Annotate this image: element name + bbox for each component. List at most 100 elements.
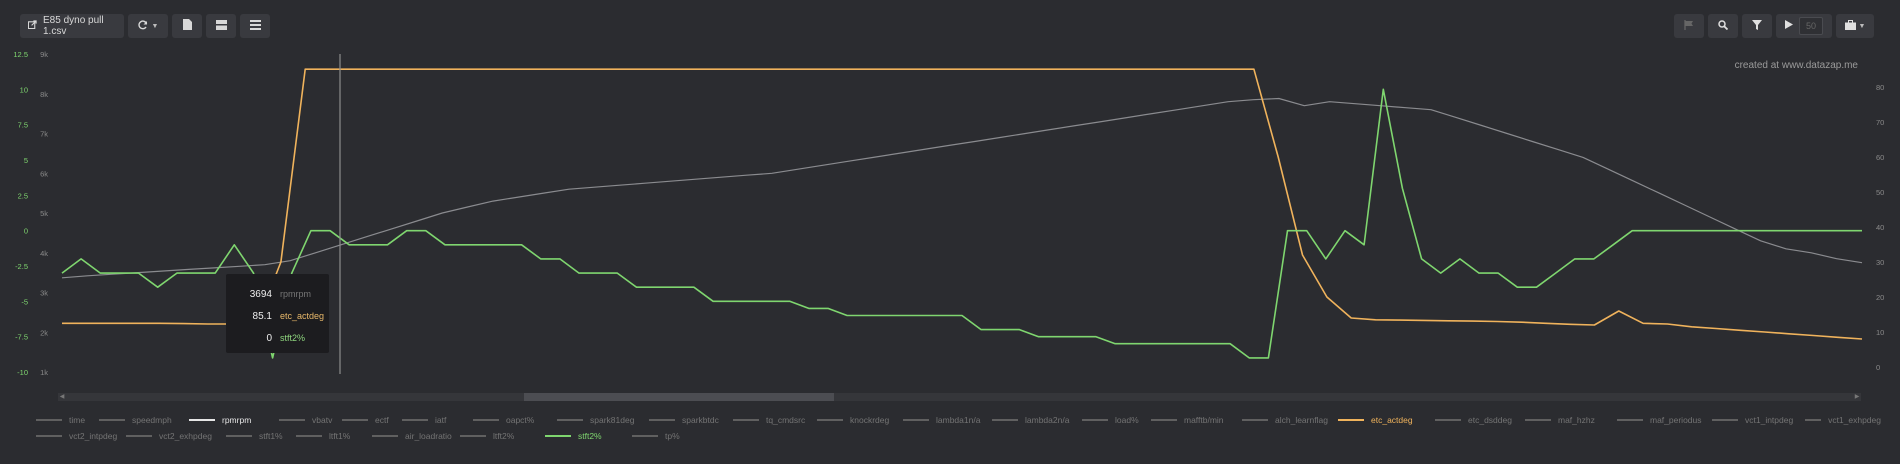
legend-item[interactable]: spark81deg — [557, 415, 649, 425]
stft-axis-tick: -10 — [17, 368, 28, 377]
legend-item[interactable]: maf_hzhz — [1525, 415, 1617, 425]
legend-swatch — [473, 419, 499, 421]
legend-item[interactable]: sparkbtdc — [649, 415, 733, 425]
scroll-right-icon[interactable]: ▶ — [1854, 394, 1860, 400]
legend-item[interactable]: tq_cmdsrc — [733, 415, 817, 425]
stft-axis-tick: 12.5 — [13, 50, 28, 59]
file-select-button[interactable]: E85 dyno pull 1.csv — [20, 14, 124, 38]
toolbar-right: 50 ▼ — [1674, 14, 1874, 38]
legend-swatch — [1242, 419, 1268, 421]
legend-swatch — [1617, 419, 1643, 421]
legend-item[interactable]: oapct% — [473, 415, 557, 425]
refresh-icon — [137, 19, 148, 33]
playback-control[interactable]: 50 — [1776, 14, 1832, 38]
tooltip-row-rpm: 3694 rpmrpm — [226, 283, 329, 305]
legend-label: time — [69, 415, 86, 425]
stft-axis-tick: 7.5 — [18, 121, 28, 130]
legend-item[interactable]: etc_dsddeg — [1435, 415, 1525, 425]
toolbar-left: E85 dyno pull 1.csv ▼ — [20, 14, 270, 38]
legend-row: vct2_intpdeg vct2_exhpdeg stft1% ltft1% air_… — [36, 428, 1866, 444]
legend-item[interactable]: maf_periodus — [1617, 415, 1712, 425]
scroll-left-icon[interactable]: ◀ — [59, 394, 65, 400]
legend-item[interactable]: mafftb/min — [1151, 415, 1242, 425]
new-file-button[interactable] — [172, 14, 202, 38]
legend-item[interactable]: air_loadratio — [372, 431, 460, 441]
legend-item[interactable]: vct2_exhpdeg — [126, 431, 226, 441]
series-lines — [61, 68, 1863, 359]
briefcase-icon — [1844, 19, 1856, 33]
legend-item[interactable]: lambda1n/a — [903, 415, 992, 425]
legend-item[interactable]: time — [36, 415, 99, 425]
refresh-dropdown-button[interactable]: ▼ — [128, 14, 168, 38]
legend-item[interactable]: iatf — [402, 415, 473, 425]
legend-swatch — [733, 419, 759, 421]
legend-item[interactable]: stft2% — [545, 431, 632, 441]
legend-label: tq_cmdsrc — [766, 415, 806, 425]
rpm-axis-tick: 9k — [40, 50, 48, 59]
playback-count-input[interactable]: 50 — [1799, 17, 1823, 35]
legend-item[interactable]: speedmph — [99, 415, 189, 425]
chevron-down-icon: ▼ — [1858, 22, 1866, 30]
stft-axis-tick: -7.5 — [15, 333, 28, 342]
legend-label: vct2_exhpdeg — [159, 431, 212, 441]
flag-button[interactable] — [1674, 14, 1704, 38]
legend-item[interactable]: ectf — [342, 415, 402, 425]
play-icon[interactable] — [1785, 20, 1793, 32]
legend-item[interactable]: knockrdeg — [817, 415, 903, 425]
legend-item[interactable]: alch_learnflag — [1242, 415, 1338, 425]
legend-label: maf_hzhz — [1558, 415, 1595, 425]
legend-swatch — [1525, 419, 1551, 421]
legend-label: sparkbtdc — [682, 415, 719, 425]
tooltip-name: rpmrpm — [280, 289, 311, 299]
legend-item[interactable]: load% — [1082, 415, 1151, 425]
horizontal-scrollbar[interactable]: ◀ ▶ — [58, 393, 1861, 401]
external-link-icon — [27, 20, 37, 32]
legend-swatch — [1082, 419, 1108, 421]
legend-item[interactable]: etc_actdeg — [1338, 415, 1435, 425]
list-button[interactable] — [240, 14, 270, 38]
legend-item[interactable]: vbatv — [279, 415, 342, 425]
legend-item[interactable]: vct1_exhpdeg — [1805, 415, 1881, 425]
legend-item[interactable]: lambda2n/a — [992, 415, 1082, 425]
legend-item[interactable]: tp% — [632, 431, 692, 441]
rpm-axis-tick: 6k — [40, 169, 48, 178]
tooltip-name: etc_actdeg — [280, 311, 325, 321]
legend-swatch — [126, 435, 152, 437]
legend-row: time speedmph rpmrpm vbatv ectf iatf oapct% spa… — [36, 412, 1881, 428]
legend-label: iatf — [435, 415, 447, 425]
scrollbar-thumb[interactable] — [524, 393, 834, 401]
legend-label: vct2_intpdeg — [69, 431, 118, 441]
legend-item[interactable]: ltft1% — [296, 431, 372, 441]
chart-area[interactable]: 12.5 10 7.5 5 2.5 0 -2.5 -5 -7.5 -10 9k 8k 7k 6k 5k 4k… — [0, 42, 1900, 390]
etc-axis-tick: 0 — [1876, 363, 1880, 372]
tooltip-row-etc: 85.1 etc_actdeg — [226, 305, 329, 327]
export-dropdown-button[interactable]: ▼ — [1836, 14, 1874, 38]
filter-button[interactable] — [1742, 14, 1772, 38]
file-icon — [182, 19, 192, 33]
legend-swatch — [279, 419, 305, 421]
legend-item[interactable]: vct2_intpdeg — [36, 431, 126, 441]
etc-axis-tick: 10 — [1876, 328, 1884, 337]
left-axis-stft: 12.5 10 7.5 5 2.5 0 -2.5 -5 -7.5 -10 — [13, 50, 28, 377]
file-name-label: E85 dyno pull 1.csv — [43, 15, 104, 37]
stft-axis-tick: -2.5 — [15, 262, 28, 271]
legend-swatch — [36, 435, 62, 437]
legend-item[interactable]: ltft2% — [460, 431, 545, 441]
tooltip-row-stft: 0 stft2% — [226, 327, 329, 349]
legend-label: lambda1n/a — [936, 415, 981, 425]
legend-label: etc_dsddeg — [1468, 415, 1512, 425]
legend-label: air_loadratio — [405, 431, 452, 441]
etc-axis-tick: 50 — [1876, 188, 1884, 197]
legend-item[interactable]: rpmrpm — [189, 415, 279, 425]
legend-item[interactable]: stft1% — [226, 431, 296, 441]
legend-label: ectf — [375, 415, 389, 425]
legend-label: load% — [1115, 415, 1139, 425]
tooltip-value: 0 — [266, 332, 272, 344]
zoom-button[interactable] — [1708, 14, 1738, 38]
legend-item[interactable]: vct1_intpdeg — [1712, 415, 1805, 425]
legend-label: speedmph — [132, 415, 172, 425]
legend-swatch — [992, 419, 1018, 421]
layout-button[interactable] — [206, 14, 236, 38]
legend-swatch — [1712, 419, 1738, 421]
legend-swatch — [99, 419, 125, 421]
